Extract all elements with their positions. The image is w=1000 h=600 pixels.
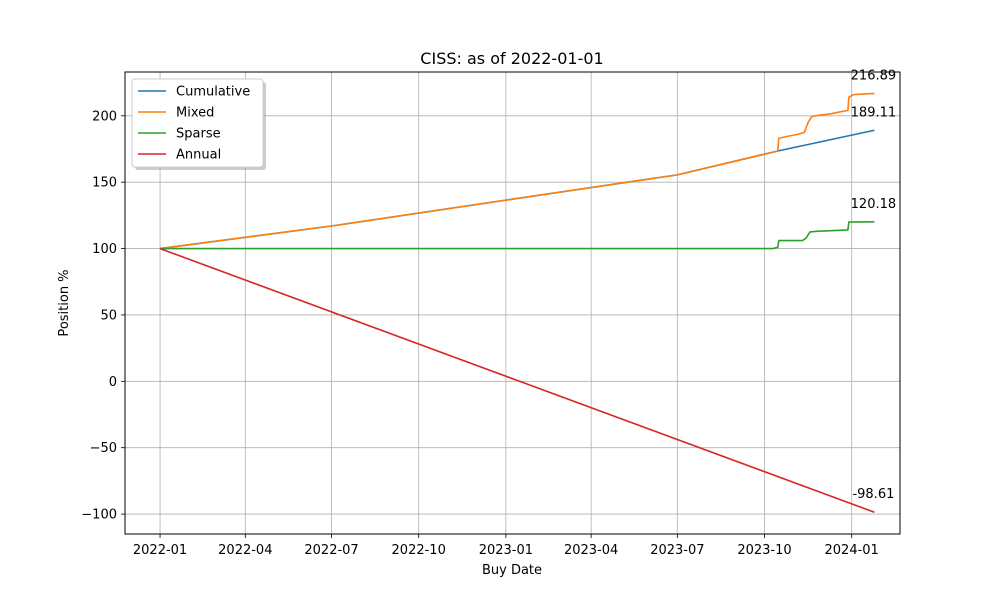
x-tick-label: 2024-01 <box>825 543 879 558</box>
y-tick-label: 0 <box>109 375 117 390</box>
y-tick-label: 100 <box>92 242 117 257</box>
legend-label: Cumulative <box>176 85 250 100</box>
x-tick-label: 2023-10 <box>737 543 791 558</box>
legend-label: Sparse <box>176 127 221 142</box>
x-tick-label: 2022-01 <box>133 543 187 558</box>
x-axis-label: Buy Date <box>482 563 542 578</box>
y-axis-label: Position % <box>57 269 72 336</box>
x-tick-label: 2022-10 <box>392 543 446 558</box>
value-annotation: 216.89 <box>851 68 897 83</box>
value-annotation: -98.61 <box>852 487 894 502</box>
y-tick-label: 150 <box>92 176 117 191</box>
legend-label: Mixed <box>176 106 214 121</box>
chart-title: CISS: as of 2022-01-01 <box>420 49 603 68</box>
x-tick-label: 2022-07 <box>304 543 358 558</box>
x-axis-ticks: 2022-01 2022-04 2022-07 2022-10 2023-01 2023-… <box>133 534 879 558</box>
y-axis-ticks: −100 −50 0 50 100 150 200 <box>81 109 125 523</box>
y-tick-label: 50 <box>100 308 117 323</box>
annotations: 216.89 189.11 120.18 -98.61 <box>851 68 897 502</box>
y-tick-label: −50 <box>90 441 117 456</box>
series-line-sparse <box>160 220 875 250</box>
legend-box <box>131 78 264 168</box>
series-lines <box>159 92 875 513</box>
series-line-mixed <box>159 92 875 250</box>
x-tick-label: 2023-07 <box>650 543 704 558</box>
legend-label: Annual <box>176 148 221 163</box>
y-tick-label: 200 <box>92 109 117 124</box>
x-tick-label: 2023-01 <box>479 543 533 558</box>
plot-frame <box>124 71 901 535</box>
x-tick-label: 2022-04 <box>218 543 272 558</box>
x-tick-label: 2023-04 <box>564 543 618 558</box>
value-annotation: 189.11 <box>851 105 897 120</box>
value-annotation: 120.18 <box>851 197 897 212</box>
legend: Cumulative Mixed Sparse Annual <box>131 78 266 170</box>
series-line-annual <box>159 247 875 513</box>
y-tick-label: −100 <box>81 508 117 523</box>
